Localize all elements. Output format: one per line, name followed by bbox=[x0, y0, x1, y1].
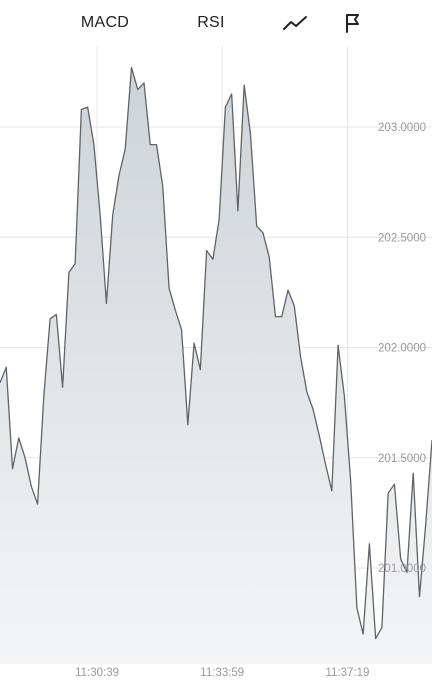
x-tick-label: 11:30:39 bbox=[75, 667, 119, 679]
rsi-button[interactable]: RSI bbox=[197, 14, 225, 31]
drawing-tool-button[interactable] bbox=[280, 8, 310, 38]
chart-area-layer bbox=[0, 66, 432, 664]
x-axis-labels: 11:30:39 11:33:59 11:37:19 bbox=[75, 667, 369, 679]
y-tick-label: 203.0000 bbox=[378, 122, 426, 134]
flag-icon bbox=[346, 14, 359, 33]
x-tick-label: 11:37:19 bbox=[326, 667, 370, 679]
x-tick-label: 11:33:59 bbox=[200, 667, 244, 679]
y-tick-label: 202.0000 bbox=[378, 343, 426, 355]
macd-button[interactable]: MACD bbox=[80, 14, 130, 31]
flag-button[interactable] bbox=[338, 8, 368, 38]
price-series-line bbox=[0, 66, 432, 640]
y-tick-label: 202.5000 bbox=[378, 232, 426, 244]
trend-line-icon bbox=[283, 16, 307, 30]
y-axis-labels: 203.0000 202.5000 202.0000 201.5000 201.0000 bbox=[378, 122, 426, 575]
y-tick-label: 201.0000 bbox=[378, 563, 426, 575]
price-area-chart[interactable]: 203.0000 202.5000 202.0000 201.5000 201.0000… bbox=[0, 46, 432, 682]
chart-toolbar: MACD RSI bbox=[0, 0, 432, 46]
y-tick-label: 201.5000 bbox=[378, 453, 426, 465]
price-chart[interactable]: 203.0000 202.5000 202.0000 201.5000 201.0000… bbox=[0, 46, 432, 682]
price-area-fill bbox=[0, 67, 432, 664]
